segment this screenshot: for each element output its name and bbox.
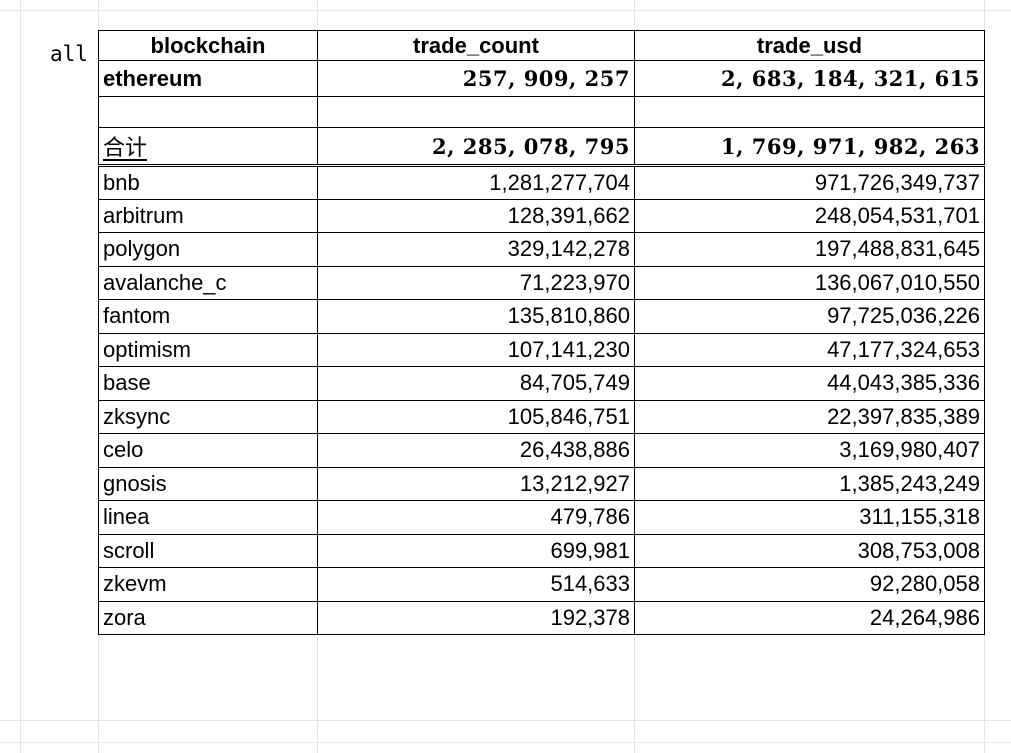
row-name-cell[interactable]: linea — [98, 500, 318, 535]
table-row: scroll 699,981 308,753,008 — [98, 533, 985, 568]
row-trade-usd-cell[interactable]: 971,726,349,737 — [634, 165, 985, 200]
row-trade-count-cell[interactable]: 329,142,278 — [317, 232, 635, 267]
total-row: 合计 2, 285, 078, 795 1, 769, 971, 982, 26… — [98, 127, 985, 167]
row-trade-usd-cell[interactable]: 3,169,980,407 — [634, 433, 985, 468]
row-trade-usd-cell[interactable]: 1,385,243,249 — [634, 466, 985, 501]
table-row: zora 192,378 24,264,986 — [98, 600, 985, 635]
row-trade-count-cell[interactable]: 105,846,751 — [317, 399, 635, 434]
total-label[interactable]: 合计 — [98, 127, 318, 167]
total-trade-count[interactable]: 2, 285, 078, 795 — [317, 127, 635, 167]
header-row: blockchain trade_count trade_usd — [98, 30, 985, 61]
row-trade-usd-cell[interactable]: 47,177,324,653 — [634, 332, 985, 367]
table-row: zkevm 514,633 92,280,058 — [98, 567, 985, 602]
data-table: blockchain trade_count trade_usd ethereu… — [98, 30, 985, 635]
highlight-trade-count[interactable]: 257, 909, 257 — [317, 60, 635, 97]
header-trade-count[interactable]: trade_count — [317, 30, 635, 61]
row-name-cell[interactable]: zora — [98, 600, 318, 635]
row-name-cell[interactable]: optimism — [98, 332, 318, 367]
row-trade-count-cell[interactable]: 107,141,230 — [317, 332, 635, 367]
row-trade-usd-cell[interactable]: 308,753,008 — [634, 533, 985, 568]
row-trade-count-cell[interactable]: 479,786 — [317, 500, 635, 535]
table-row: bnb 1,281,277,704 971,726,349,737 — [98, 165, 985, 200]
row-trade-usd-cell[interactable]: 136,067,010,550 — [634, 265, 985, 300]
row-trade-usd-cell[interactable]: 24,264,986 — [634, 600, 985, 635]
row-trade-count-cell[interactable]: 128,391,662 — [317, 198, 635, 233]
row-trade-usd-cell[interactable]: 311,155,318 — [634, 500, 985, 535]
table-row: fantom 135,810,860 97,725,036,226 — [98, 299, 985, 334]
blank-cell[interactable] — [634, 96, 985, 128]
row-trade-count-cell[interactable]: 699,981 — [317, 533, 635, 568]
row-trade-usd-cell[interactable]: 248,054,531,701 — [634, 198, 985, 233]
grid-line — [20, 0, 21, 753]
grid-line — [984, 0, 985, 753]
highlight-name[interactable]: ethereum — [98, 60, 318, 97]
row-name-cell[interactable]: bnb — [98, 165, 318, 200]
table-row: zksync 105,846,751 22,397,835,389 — [98, 399, 985, 434]
table-row: gnosis 13,212,927 1,385,243,249 — [98, 466, 985, 501]
row-name-cell[interactable]: arbitrum — [98, 198, 318, 233]
row-name-cell[interactable]: zksync — [98, 399, 318, 434]
row-name-cell[interactable]: celo — [98, 433, 318, 468]
row-trade-usd-cell[interactable]: 22,397,835,389 — [634, 399, 985, 434]
highlight-row: ethereum 257, 909, 257 2, 683, 184, 321,… — [98, 60, 985, 97]
row-trade-count-cell[interactable]: 71,223,970 — [317, 265, 635, 300]
row-name-cell[interactable]: gnosis — [98, 466, 318, 501]
sheet-label[interactable]: all — [50, 42, 88, 66]
row-trade-count-cell[interactable]: 135,810,860 — [317, 299, 635, 334]
total-trade-usd[interactable]: 1, 769, 971, 982, 263 — [634, 127, 985, 167]
blank-cell[interactable] — [317, 96, 635, 128]
table-row: celo 26,438,886 3,169,980,407 — [98, 433, 985, 468]
row-trade-count-cell[interactable]: 26,438,886 — [317, 433, 635, 468]
row-trade-usd-cell[interactable]: 97,725,036,226 — [634, 299, 985, 334]
header-trade-usd[interactable]: trade_usd — [634, 30, 985, 61]
row-name-cell[interactable]: fantom — [98, 299, 318, 334]
row-name-cell[interactable]: polygon — [98, 232, 318, 267]
table-row: linea 479,786 311,155,318 — [98, 500, 985, 535]
grid-line — [0, 742, 1011, 743]
blank-cell[interactable] — [98, 96, 318, 128]
row-trade-count-cell[interactable]: 1,281,277,704 — [317, 165, 635, 200]
row-name-cell[interactable]: scroll — [98, 533, 318, 568]
row-name-cell[interactable]: zkevm — [98, 567, 318, 602]
row-trade-usd-cell[interactable]: 44,043,385,336 — [634, 366, 985, 401]
table-row: polygon 329,142,278 197,488,831,645 — [98, 232, 985, 267]
row-trade-usd-cell[interactable]: 197,488,831,645 — [634, 232, 985, 267]
blank-row — [98, 96, 985, 128]
row-trade-usd-cell[interactable]: 92,280,058 — [634, 567, 985, 602]
table-row: avalanche_c 71,223,970 136,067,010,550 — [98, 265, 985, 300]
table-row: base 84,705,749 44,043,385,336 — [98, 366, 985, 401]
header-blockchain[interactable]: blockchain — [98, 30, 318, 61]
grid-line — [0, 720, 1011, 721]
grid-line — [0, 10, 1011, 11]
row-name-cell[interactable]: avalanche_c — [98, 265, 318, 300]
row-trade-count-cell[interactable]: 84,705,749 — [317, 366, 635, 401]
table-row: arbitrum 128,391,662 248,054,531,701 — [98, 198, 985, 233]
row-trade-count-cell[interactable]: 514,633 — [317, 567, 635, 602]
highlight-trade-usd[interactable]: 2, 683, 184, 321, 615 — [634, 60, 985, 97]
table-row: optimism 107,141,230 47,177,324,653 — [98, 332, 985, 367]
row-trade-count-cell[interactable]: 13,212,927 — [317, 466, 635, 501]
row-name-cell[interactable]: base — [98, 366, 318, 401]
row-trade-count-cell[interactable]: 192,378 — [317, 600, 635, 635]
